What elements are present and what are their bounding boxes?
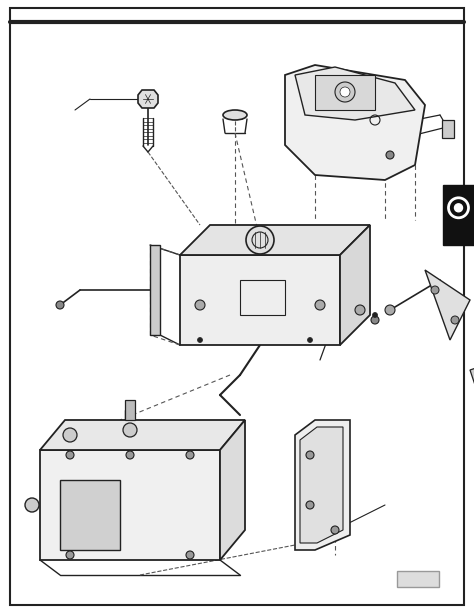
Ellipse shape: [223, 110, 247, 120]
Circle shape: [25, 498, 39, 512]
Circle shape: [451, 316, 459, 324]
Circle shape: [355, 305, 365, 315]
Circle shape: [63, 428, 77, 442]
Circle shape: [198, 338, 202, 343]
Circle shape: [186, 451, 194, 459]
Polygon shape: [300, 427, 343, 543]
Polygon shape: [425, 270, 470, 340]
Circle shape: [66, 451, 74, 459]
Bar: [315, 75, 375, 110]
Circle shape: [66, 551, 74, 559]
Circle shape: [186, 551, 194, 559]
Circle shape: [195, 300, 205, 310]
Bar: [240, 280, 285, 315]
Polygon shape: [470, 365, 474, 385]
Circle shape: [126, 451, 134, 459]
Circle shape: [340, 87, 350, 97]
Circle shape: [123, 423, 137, 437]
Circle shape: [315, 300, 325, 310]
Circle shape: [386, 151, 394, 159]
Circle shape: [431, 286, 439, 294]
Polygon shape: [60, 480, 120, 550]
Polygon shape: [180, 255, 340, 345]
Polygon shape: [295, 67, 415, 120]
Circle shape: [56, 301, 64, 309]
Polygon shape: [40, 420, 245, 450]
Polygon shape: [150, 245, 160, 335]
Bar: [397, 571, 439, 587]
Polygon shape: [340, 225, 370, 345]
Circle shape: [306, 501, 314, 509]
Polygon shape: [285, 65, 425, 180]
Polygon shape: [295, 420, 350, 550]
Polygon shape: [180, 225, 370, 255]
Circle shape: [331, 526, 339, 534]
Circle shape: [335, 82, 355, 102]
Polygon shape: [138, 90, 158, 108]
Circle shape: [371, 316, 379, 324]
Bar: [443, 185, 474, 245]
Circle shape: [455, 204, 463, 212]
Bar: [442, 120, 454, 138]
Polygon shape: [40, 450, 220, 560]
Circle shape: [373, 313, 377, 318]
Circle shape: [385, 305, 395, 315]
Polygon shape: [220, 420, 245, 560]
Polygon shape: [125, 400, 135, 420]
Circle shape: [308, 338, 312, 343]
Circle shape: [246, 226, 274, 254]
Circle shape: [306, 451, 314, 459]
